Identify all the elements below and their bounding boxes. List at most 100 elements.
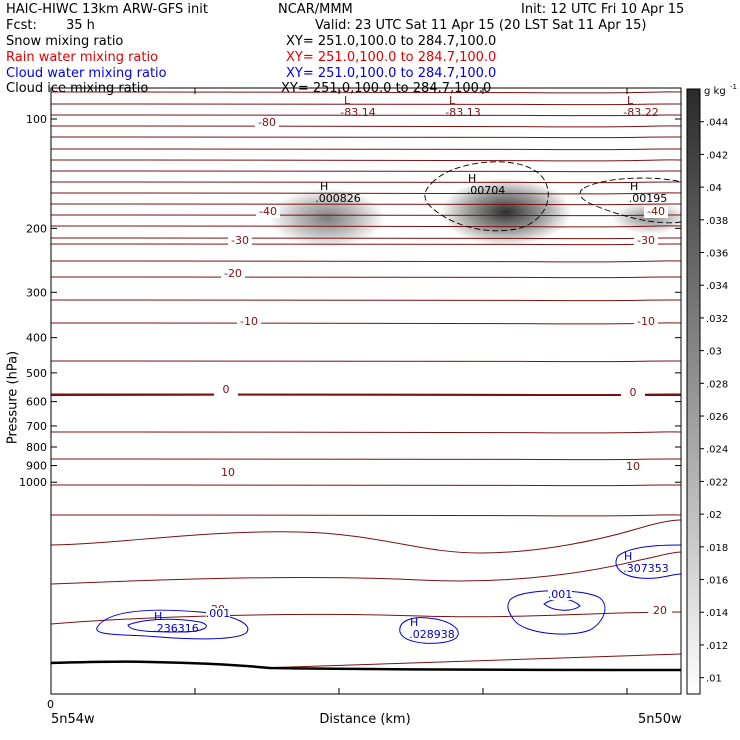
cloud-water-max-letter: H xyxy=(410,616,418,629)
isotherm-line xyxy=(51,103,681,106)
y-tick-label: 500 xyxy=(26,367,47,380)
colorbar-tick-label: .04 xyxy=(706,183,722,194)
colorbar-tick-label: .032 xyxy=(706,314,728,325)
ice-max-value: .00704 xyxy=(467,184,506,197)
colorbar-tick-label: .018 xyxy=(706,543,728,554)
isotherm-line xyxy=(51,458,681,461)
isotherm-line xyxy=(51,611,681,625)
label-bg xyxy=(621,387,645,399)
y-tick-label: 200 xyxy=(26,222,47,235)
temperature-label: 20 xyxy=(653,604,667,617)
temperature-label: 0 xyxy=(630,386,637,399)
isotherm-line xyxy=(51,519,681,554)
isotherm-line xyxy=(51,214,681,217)
temperature-label: -30 xyxy=(231,234,249,247)
isotherm-line xyxy=(51,159,681,162)
colorbar-unit-exponent: -1 xyxy=(730,83,737,91)
ground-line xyxy=(51,660,681,672)
cloud-water-contour-label: .001 xyxy=(206,607,231,620)
isotherm-line xyxy=(51,136,681,139)
field-cloudwater-xy: XY= 251.0,100.0 to 284.7,100.0 xyxy=(286,66,497,81)
colorbar-unit: g kg xyxy=(704,86,726,97)
contour-labels: -80-40-40-30-30-20-10-100010102020L-83.1… xyxy=(153,94,672,641)
field-rain-xy: XY= 251.0,100.0 to 284.7,100.0 xyxy=(286,50,497,65)
label-bg xyxy=(548,589,572,600)
y-tick-label: 300 xyxy=(26,286,47,299)
label-bg xyxy=(255,117,279,129)
isotherm-line xyxy=(51,260,681,263)
label-bg xyxy=(221,268,245,280)
temperature-label: -20 xyxy=(224,267,242,280)
temperature-contours xyxy=(51,91,681,669)
colorbar-ramp xyxy=(686,88,701,695)
temperature-label: -40 xyxy=(259,205,277,218)
cloud-water-max-letter: H xyxy=(154,610,162,623)
isotherm-line xyxy=(51,181,681,184)
y-tick-label: 700 xyxy=(26,420,47,433)
isotherm-line xyxy=(51,360,681,363)
field-snow-xy: XY= 251.0,100.0 to 284.7,100.0 xyxy=(286,34,497,49)
isotherm-line xyxy=(51,322,681,325)
colorbar: .01 .012 .014 .016 .018 .02 .022 .024 .026 .028 .0… xyxy=(686,83,737,695)
low-marker-value: -83.14 xyxy=(340,106,375,119)
label-bg xyxy=(214,384,238,396)
low-marker-letter: L xyxy=(449,94,456,107)
low-marker-letter: L xyxy=(344,94,351,107)
low-marker-value: -83.13 xyxy=(445,106,480,119)
isotherm-line xyxy=(51,243,681,246)
ground-surface xyxy=(51,660,681,672)
ice-contour-right xyxy=(579,177,681,224)
temperature-label: -10 xyxy=(637,315,655,328)
ice-max-value: .00195 xyxy=(629,192,668,205)
label-bg xyxy=(648,605,672,617)
isotherm-line xyxy=(51,125,681,128)
isotherm-line xyxy=(51,170,681,173)
temperature-label: 0 xyxy=(223,383,230,396)
isotherm-line xyxy=(51,225,681,228)
label-bg xyxy=(634,235,658,247)
temperature-label: -10 xyxy=(240,315,258,328)
init-time: Init: 12 UTC Fri 10 Apr 15 xyxy=(521,2,685,17)
ice-max-value: .000826 xyxy=(315,192,361,205)
colorbar-tick-label: .024 xyxy=(706,445,728,456)
cw-contour-left-inner xyxy=(127,618,207,633)
temperature-label: -40 xyxy=(647,205,665,218)
colorbar-tick-label: .014 xyxy=(706,608,728,619)
x-right-endpoint: 5n50w xyxy=(638,712,682,727)
low-marker-letter: L xyxy=(627,94,634,107)
isotherm-line xyxy=(51,484,681,487)
valid-time: Valid: 23 UTC Sat 11 Apr 15 (20 LST Sat … xyxy=(315,18,647,33)
temperature-label: -30 xyxy=(637,234,655,247)
title-left: HAIC-HIWC 13km ARW-GFS init xyxy=(6,2,208,17)
cw-contour-edge xyxy=(615,544,681,579)
low-marker-value: -83.22 xyxy=(623,106,658,119)
label-bg xyxy=(216,467,240,479)
y-tick-label: 600 xyxy=(26,396,47,409)
y-tick-label: 900 xyxy=(26,460,47,473)
cloud-water-max-value: .028938 xyxy=(409,628,455,641)
label-bg xyxy=(644,206,668,218)
isotherm-line xyxy=(51,203,681,206)
y-axis-label: Pressure (hPa) xyxy=(5,350,21,445)
colorbar-tick-label: .016 xyxy=(706,576,728,587)
x-axis-label: Distance (km) xyxy=(319,712,411,727)
ice-contour-center xyxy=(424,161,549,232)
colorbar-tick-label: .022 xyxy=(706,477,728,488)
label-bg xyxy=(256,206,280,218)
colorbar-tick-label: .044 xyxy=(706,118,728,129)
isotherm-line xyxy=(51,192,681,195)
snow-max-center xyxy=(440,178,572,246)
cloud-water-max-value: .236316 xyxy=(153,622,199,635)
y-tick-label: 400 xyxy=(26,332,47,345)
isotherm-line xyxy=(51,551,681,585)
colorbar-tick-label: .02 xyxy=(706,510,722,521)
label-bg xyxy=(237,316,261,328)
fcst-value: 35 h xyxy=(66,18,95,33)
isotherm-line xyxy=(51,514,681,517)
plot-frame xyxy=(50,87,682,695)
colorbar-tick-label: .038 xyxy=(706,216,728,227)
ice-max-letter: H xyxy=(320,180,328,193)
colorbar-tick-label: .042 xyxy=(706,150,728,161)
